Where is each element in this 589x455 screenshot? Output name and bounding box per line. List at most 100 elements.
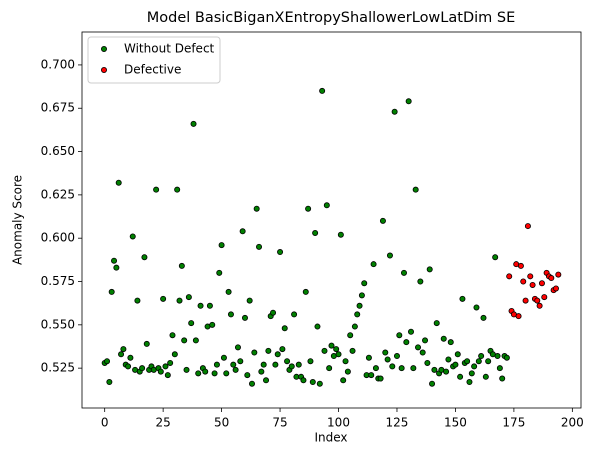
y-tick-label: 0.525 [41, 361, 75, 375]
point [277, 249, 284, 256]
point [241, 314, 248, 321]
point [160, 295, 167, 302]
point [134, 297, 141, 304]
point [499, 375, 506, 382]
point [358, 292, 365, 299]
point [524, 223, 531, 230]
point [452, 361, 459, 368]
point [314, 323, 321, 330]
point [312, 229, 319, 236]
point [188, 320, 195, 327]
point [239, 228, 246, 235]
point [279, 346, 286, 353]
point [178, 262, 185, 269]
x-tick-label: 200 [561, 416, 584, 430]
point [372, 365, 379, 372]
point [183, 366, 190, 373]
point [408, 328, 415, 335]
point [211, 370, 218, 377]
point [125, 363, 132, 370]
point [302, 288, 309, 295]
legend-label: Without Defect [124, 42, 215, 56]
point [104, 358, 111, 365]
point [356, 302, 363, 309]
point [415, 344, 422, 351]
point [265, 347, 272, 354]
point [536, 302, 543, 309]
point [113, 264, 120, 271]
y-tick-label: 0.675 [41, 101, 75, 115]
point [309, 379, 316, 386]
point [506, 273, 513, 280]
point [393, 353, 400, 360]
point [253, 205, 260, 212]
point [365, 354, 372, 361]
point [190, 120, 197, 127]
point [108, 288, 115, 295]
point [223, 370, 230, 377]
point [227, 311, 234, 318]
point [398, 365, 405, 372]
point [555, 271, 562, 278]
point [232, 366, 239, 373]
x-tick-label: 75 [272, 416, 287, 430]
point [424, 359, 431, 366]
y-tick-label: 0.575 [41, 274, 75, 288]
point [384, 356, 391, 363]
legend-marker [101, 46, 108, 53]
point [258, 368, 265, 375]
point [403, 339, 410, 346]
point [538, 280, 545, 287]
legend-box [87, 36, 221, 84]
point [167, 359, 174, 366]
point [443, 368, 450, 375]
point [386, 252, 393, 259]
point [323, 202, 330, 209]
point [291, 311, 298, 318]
x-tick-label: 175 [502, 416, 525, 430]
point [382, 349, 389, 356]
point [333, 346, 340, 353]
point [244, 372, 251, 379]
point [216, 269, 223, 276]
point [522, 297, 529, 304]
point [468, 370, 475, 377]
point [354, 311, 361, 318]
point [379, 217, 386, 224]
point [503, 354, 510, 361]
point [157, 368, 164, 375]
legend-label: Defective [124, 63, 181, 77]
point [164, 372, 171, 379]
point [185, 294, 192, 301]
point [328, 342, 335, 349]
point [106, 379, 113, 386]
point [529, 281, 536, 288]
point [552, 285, 559, 292]
y-tick-label: 0.600 [41, 231, 75, 245]
point [405, 98, 412, 105]
point [274, 351, 281, 358]
point [431, 366, 438, 373]
legend-marker [101, 67, 108, 74]
point [466, 379, 473, 386]
point [496, 365, 503, 372]
point [248, 380, 255, 387]
point [344, 368, 351, 375]
x-tick-label: 150 [444, 416, 467, 430]
point [400, 269, 407, 276]
y-tick-label: 0.650 [41, 144, 75, 158]
point [340, 377, 347, 384]
plot-frame [81, 31, 582, 409]
point [197, 302, 204, 309]
point [447, 339, 454, 346]
x-tick-label: 125 [386, 416, 409, 430]
point [517, 262, 524, 269]
x-tick-label: 50 [214, 416, 229, 430]
point [139, 365, 146, 372]
point [284, 358, 291, 365]
point [377, 375, 384, 382]
point [195, 370, 202, 377]
point [127, 354, 134, 361]
point [368, 372, 375, 379]
point [143, 340, 150, 347]
